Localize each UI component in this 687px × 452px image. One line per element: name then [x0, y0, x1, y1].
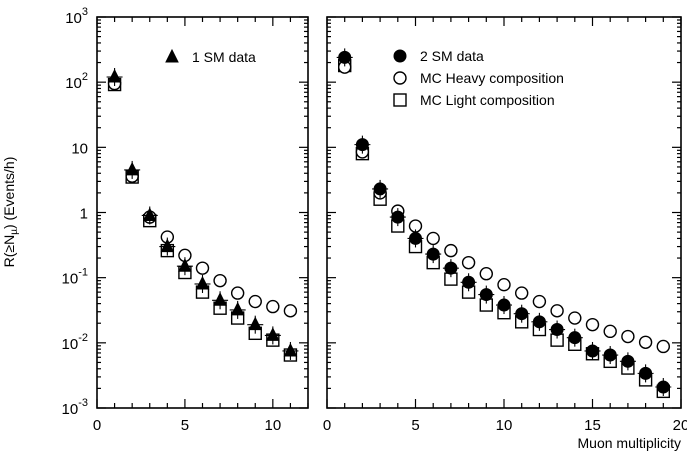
data-point-filled-triangle — [178, 258, 192, 272]
legends: 1 SM data 2 SM data MC Heavy composition MC… — [165, 48, 564, 108]
y-axis-title-main: R(≥N — [1, 235, 17, 268]
data-point-filled-circle — [426, 247, 440, 261]
data-point-open-circle — [283, 304, 298, 318]
data-point-open-circle — [213, 273, 227, 288]
x-tick-label: 5 — [411, 417, 419, 434]
data-point-open-circle — [230, 286, 245, 300]
data-point-filled-triangle — [266, 327, 280, 341]
legend-label: 2 SM data — [420, 48, 484, 64]
data-point-open-circle — [479, 267, 493, 281]
x-tick-label: 0 — [93, 417, 101, 434]
y-tick-label: 10-3 — [62, 397, 88, 418]
data-point-filled-circle — [550, 323, 564, 337]
data-point-filled-circle — [373, 182, 387, 196]
data-point-filled-circle — [497, 298, 511, 312]
data-point-filled-triangle — [248, 316, 263, 331]
y-tick-label: 103 — [65, 6, 88, 27]
y-tick-label: 102 — [65, 71, 88, 92]
data-point-open-circle — [638, 335, 653, 349]
data-point-open-circle — [603, 324, 617, 339]
data-point-filled-triangle — [283, 342, 298, 357]
data-point-filled-circle — [444, 261, 458, 275]
y-tick-label: 10-1 — [62, 267, 88, 288]
x-tick-label: 0 — [323, 417, 331, 434]
legend-label: 1 SM data — [192, 49, 256, 65]
data-point-filled-circle — [621, 354, 635, 368]
legend-marker-open-circle — [393, 71, 407, 85]
data-point-filled-triangle — [142, 207, 157, 221]
data-point-filled-triangle — [160, 238, 175, 253]
y-tick-label: 10-2 — [62, 332, 88, 353]
data-point-filled-circle — [391, 210, 405, 224]
data-point-filled-circle — [355, 138, 369, 152]
data-point-open-circle — [426, 231, 440, 246]
y-tick-label: 1 — [80, 206, 88, 223]
x-axis-title: Muon multiplicity — [578, 435, 681, 451]
data-point-open-circle — [248, 294, 262, 309]
data-point-open-circle — [461, 255, 476, 270]
y-tick-label: 10 — [71, 140, 88, 157]
legend-label: MC Light composition — [420, 92, 555, 108]
data-point-filled-circle — [338, 50, 352, 64]
y-axis-title-tail: ) (Events/h) — [1, 157, 17, 229]
data-point-filled-triangle — [125, 161, 139, 176]
data-point-open-circle — [266, 299, 280, 314]
legend-marker-filled-triangle — [165, 48, 179, 63]
data-point-open-circle — [515, 286, 529, 300]
data-point-filled-circle — [603, 348, 617, 362]
data-point-filled-circle — [515, 307, 529, 321]
x-tick-label: 20 — [673, 417, 687, 434]
y-axis-title-sub: µ — [9, 229, 20, 235]
legend-label: MC Heavy composition — [420, 70, 564, 86]
data-point-filled-circle — [409, 231, 422, 245]
data-point-filled-circle — [462, 275, 476, 289]
left-panel-marks — [106, 68, 299, 362]
legend-marker-filled-circle — [393, 49, 407, 63]
data-point-filled-triangle — [213, 292, 227, 306]
data-point-open-circle — [621, 329, 635, 344]
y-axis-title: R(≥Nµ) (Events/h) — [1, 157, 20, 268]
data-point-open-circle — [444, 243, 458, 258]
data-point-filled-triangle — [195, 275, 210, 290]
data-point-filled-triangle — [230, 301, 245, 316]
data-point-open-circle — [585, 317, 600, 332]
data-point-filled-circle — [532, 315, 546, 329]
data-point-filled-circle — [656, 380, 670, 394]
data-point-filled-circle — [479, 288, 493, 302]
left-panel-frame — [96, 16, 309, 409]
x-tick-label: 10 — [264, 417, 281, 434]
right-panel-ticks: 0 5 10 15 20 — [323, 16, 687, 434]
data-point-open-circle — [568, 311, 582, 325]
legend-marker-open-square — [393, 93, 407, 107]
x-tick-label: 15 — [584, 417, 601, 434]
data-point-open-circle — [550, 304, 564, 318]
x-tick-label: 5 — [181, 417, 189, 434]
data-point-open-circle — [497, 277, 511, 292]
data-point-open-circle — [532, 294, 547, 309]
data-point-filled-triangle — [107, 68, 122, 83]
data-point-filled-circle — [568, 331, 582, 345]
x-tick-label: 10 — [496, 417, 513, 434]
data-point-filled-circle — [639, 366, 653, 380]
right-panel-marks — [336, 48, 672, 399]
data-point-open-circle — [195, 261, 210, 275]
data-point-filled-circle — [586, 344, 599, 358]
data-point-open-circle — [656, 339, 670, 354]
